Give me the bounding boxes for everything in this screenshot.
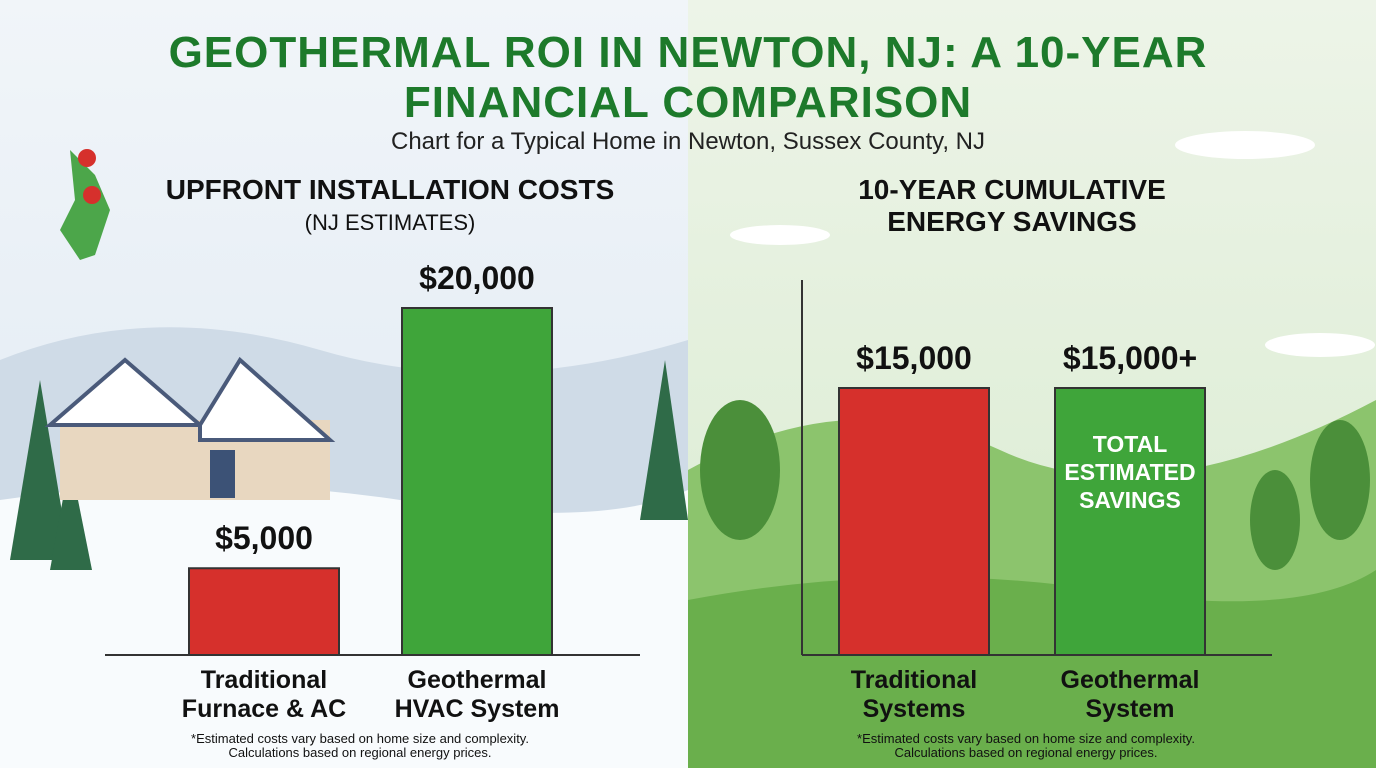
category-label: Geothermal System bbox=[1060, 666, 1200, 723]
bar bbox=[1054, 387, 1206, 656]
chart-subtitle: (NJ ESTIMATES) bbox=[304, 210, 476, 235]
chart-title: 10-YEAR CUMULATIVE ENERGY SAVINGS bbox=[858, 174, 1166, 237]
page-title: GEOTHERMAL ROI IN NEWTON, NJ: A 10-YEAR … bbox=[168, 28, 1208, 127]
category-label: Traditional Systems bbox=[850, 666, 978, 723]
bar bbox=[401, 307, 553, 656]
bar-annotation: TOTAL ESTIMATED SAVINGS bbox=[1064, 431, 1196, 513]
bar bbox=[188, 567, 340, 656]
page-subtitle: Chart for a Typical Home in Newton, Suss… bbox=[390, 128, 986, 155]
value-label: $15,000+ bbox=[1062, 340, 1198, 376]
footnote: *Estimated costs vary based on home size… bbox=[191, 731, 529, 760]
value-label: $5,000 bbox=[215, 520, 313, 557]
footnote: *Estimated costs vary based on home size… bbox=[857, 731, 1195, 760]
category-label: Traditional Furnace & AC bbox=[181, 666, 347, 723]
bar bbox=[838, 387, 990, 656]
chart-title: UPFRONT INSTALLATION COSTS bbox=[165, 174, 615, 205]
category-label: Geothermal HVAC System bbox=[394, 666, 560, 723]
value-label: $20,000 bbox=[419, 260, 535, 296]
value-label: $15,000 bbox=[856, 340, 972, 376]
